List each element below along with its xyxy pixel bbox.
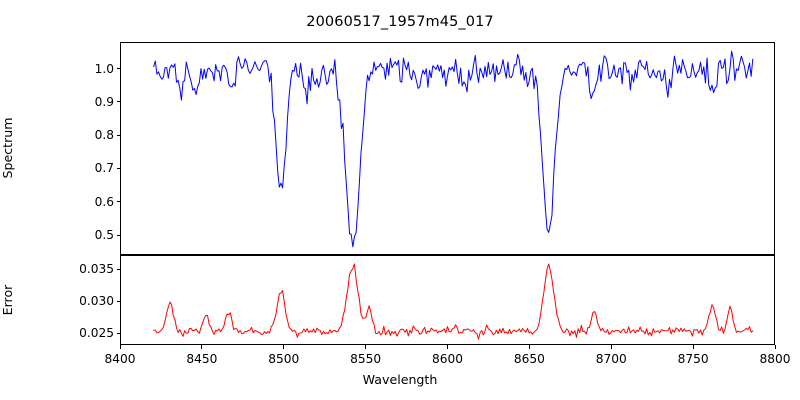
spectrum-data-trace [153, 50, 754, 248]
spectrum-ytick-0: 0.5 [94, 228, 114, 243]
xtick-mark-1 [201, 345, 203, 349]
spectrum-ytick-1: 0.6 [94, 194, 114, 209]
spectrum-ytick-5: 1.0 [94, 61, 114, 76]
spectrum-ytick-mark-0 [116, 234, 120, 236]
error-ytick-mark-2 [116, 268, 120, 270]
xtick-mark-3 [365, 345, 367, 349]
xtick-0: 8400 [104, 352, 136, 366]
error-plot-area [153, 263, 754, 340]
xtick-mark-8 [774, 345, 776, 349]
spectrum-ytick-mark-3 [116, 134, 120, 136]
spectrum-ytick-mark-5 [116, 68, 120, 70]
error-ytick-mark-1 [116, 300, 120, 302]
xtick-1: 8450 [186, 352, 218, 366]
error-ytick-0: 0.025 [79, 326, 114, 341]
xtick-5: 8650 [513, 352, 545, 366]
xtick-2: 8500 [268, 352, 300, 366]
spectrum-ytick-mark-2 [116, 167, 120, 170]
spectrum-ytick-4: 0.9 [94, 94, 114, 109]
error-y-axis-label: Error [0, 284, 15, 316]
xtick-mark-7 [692, 345, 694, 349]
xtick-mark-6 [610, 345, 612, 349]
spectrum-plot-area [153, 50, 754, 248]
x-axis-label: Wavelength [362, 372, 438, 387]
spectrum-panel [120, 42, 775, 255]
error-panel [120, 255, 775, 345]
spectrum-y-axis-label: Spectrum [0, 117, 15, 179]
spectrum-ytick-2: 0.7 [94, 161, 114, 176]
spectrum-ytick-mark-4 [116, 101, 120, 103]
error-data-trace [153, 263, 754, 340]
xtick-mark-2 [283, 345, 285, 349]
xtick-mark-4 [447, 345, 449, 349]
figure-title: 20060517_1957m45_017 [306, 14, 494, 30]
xtick-4: 8600 [431, 352, 464, 366]
spectrum-ytick-mark-1 [116, 201, 120, 203]
xtick-8: 8800 [759, 352, 791, 366]
xtick-mark-0 [119, 345, 121, 349]
error-ytick-1: 0.030 [79, 294, 114, 309]
error-ytick-mark-0 [116, 332, 120, 334]
xtick-3: 8550 [350, 352, 382, 366]
xtick-mark-5 [528, 345, 530, 349]
error-ytick-2: 0.035 [79, 262, 114, 277]
xtick-6: 8700 [595, 352, 627, 366]
spectrum-ytick-3: 0.8 [94, 128, 114, 143]
xtick-7: 8750 [677, 352, 709, 366]
